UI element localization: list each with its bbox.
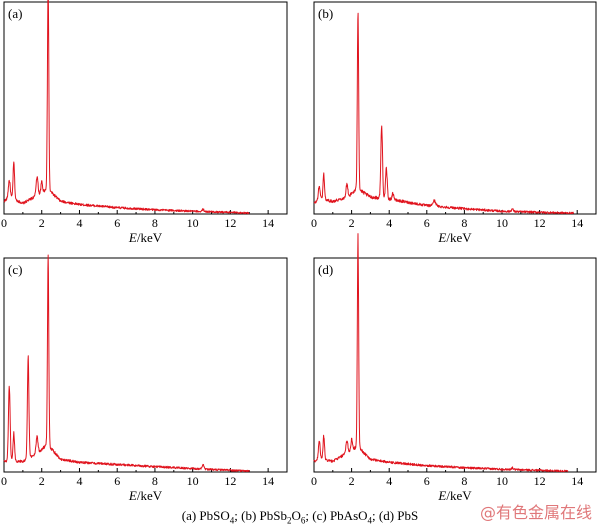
x-tick-label: 6 <box>114 474 120 488</box>
plot-frame <box>3 1 288 215</box>
x-tick-label: 0 <box>311 216 317 230</box>
caption-subscript: 4 <box>367 515 373 526</box>
x-tick-label: 6 <box>424 474 430 488</box>
x-tick-label: 2 <box>39 474 45 488</box>
x-tick-label: 12 <box>534 474 546 488</box>
plot-frame <box>313 257 597 473</box>
spectrum-line <box>313 233 569 473</box>
chart-panel: 0 2 4 6 8 10 12 14 (d) E/keV <box>311 233 597 503</box>
panel-label: (b) <box>318 6 333 21</box>
x-tick-label: 8 <box>152 216 158 230</box>
x-tick-label: 6 <box>424 216 430 230</box>
plot-frame <box>313 1 597 215</box>
x-tick-label: 10 <box>496 216 508 230</box>
panel-label: (d) <box>318 262 333 277</box>
plot-frame <box>3 257 288 473</box>
x-tick-label: 12 <box>534 216 546 230</box>
spectrum-line <box>313 12 574 215</box>
figure-caption: (a) PbSO4; (b) PbSb2O6; (c) PbAsO4; (d) … <box>0 508 600 526</box>
caption-text: ; (c) PbAsO <box>305 508 368 523</box>
caption-text: (a) PbSO <box>181 508 230 523</box>
x-axis-label: E/keV <box>437 488 472 503</box>
x-tick-label: 12 <box>224 474 236 488</box>
x-tick-label: 0 <box>1 474 7 488</box>
x-tick-label: 4 <box>386 474 392 488</box>
x-tick-label: 14 <box>571 474 583 488</box>
x-tick-label: 4 <box>76 216 82 230</box>
x-tick-label: 0 <box>1 216 7 230</box>
x-tick-label: 8 <box>152 474 158 488</box>
x-tick-label: 2 <box>349 474 355 488</box>
x-tick-label: 2 <box>349 216 355 230</box>
panel-label: (c) <box>8 262 22 277</box>
caption-text: ; (b) PbSb <box>234 508 288 523</box>
x-tick-label: 10 <box>187 474 199 488</box>
watermark: @有色金属在线 <box>479 503 592 522</box>
x-tick-label: 4 <box>76 474 82 488</box>
x-tick-label: 10 <box>496 474 508 488</box>
x-axis-label: E/keV <box>128 230 163 245</box>
x-tick-label: 12 <box>224 216 236 230</box>
x-axis-label: E/keV <box>437 230 472 245</box>
x-tick-label: 8 <box>461 216 467 230</box>
caption-subscript: 4 <box>229 515 235 526</box>
spectrum-line <box>3 254 250 473</box>
x-tick-label: 14 <box>262 216 274 230</box>
x-axis-label: E/keV <box>128 488 163 503</box>
x-tick-label: 14 <box>262 474 274 488</box>
caption-subscript: 2 <box>287 515 292 526</box>
caption-text: ; (d) PbS <box>372 508 419 523</box>
x-tick-label: 2 <box>39 216 45 230</box>
x-tick-label: 6 <box>114 216 120 230</box>
chart-panel: 0 2 4 6 8 10 12 14 (b) E/keV <box>311 1 597 245</box>
caption-subscript: 6 <box>300 515 306 526</box>
caption-text: O <box>291 508 301 523</box>
chart-panel: 0 2 4 6 8 10 12 14 (a) E/keV <box>1 0 288 245</box>
x-tick-label: 4 <box>386 216 392 230</box>
x-tick-label: 8 <box>461 474 467 488</box>
panel-label: (a) <box>8 6 22 21</box>
x-tick-label: 10 <box>187 216 199 230</box>
spectrum-line <box>3 0 250 215</box>
x-tick-label: 0 <box>311 474 317 488</box>
chart-panel: 0 2 4 6 8 10 12 14 (c) E/keV <box>1 254 288 503</box>
x-tick-label: 14 <box>571 216 583 230</box>
